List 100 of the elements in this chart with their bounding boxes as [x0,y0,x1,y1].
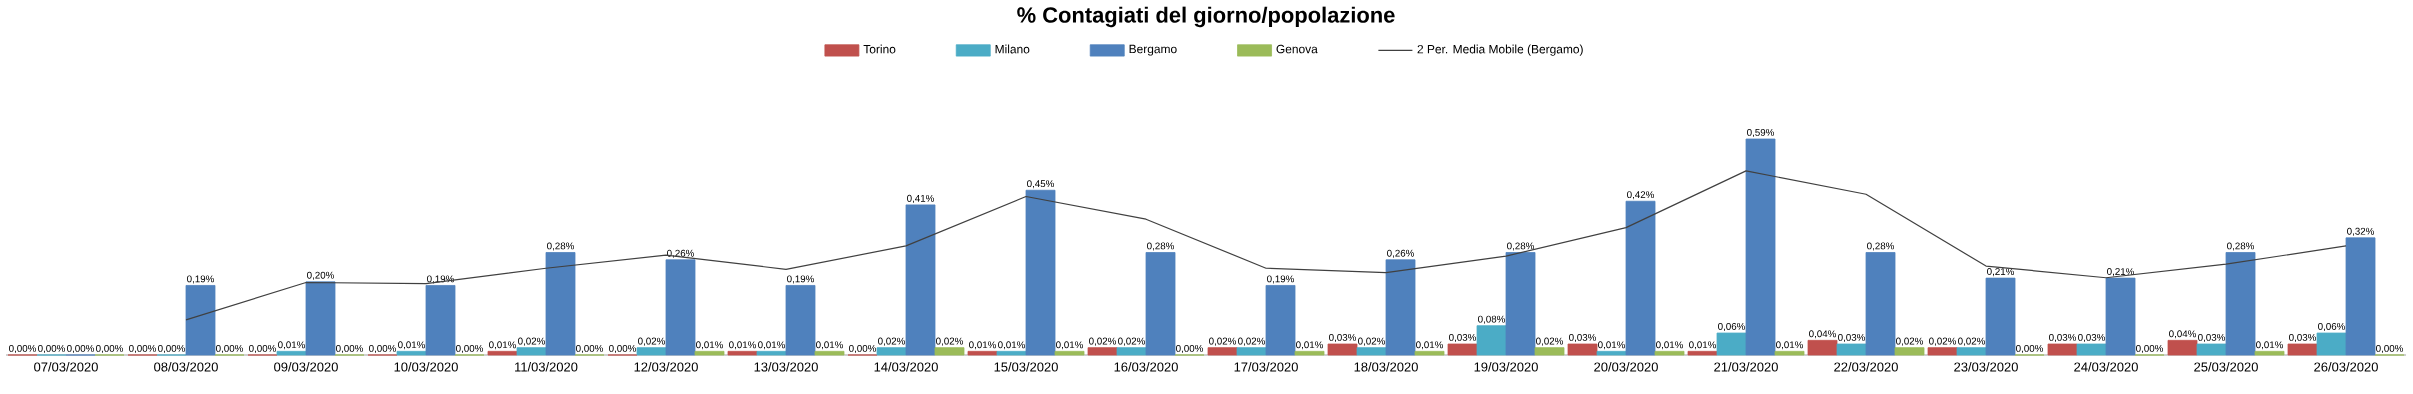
bar [785,285,816,356]
data-label: 0,01% [1776,341,1803,350]
bar [1894,347,1925,356]
data-label: 0,00% [456,344,483,354]
data-label: 0,04% [2169,330,2196,339]
bar [2105,277,2136,356]
x-tick-label: 07/03/2020 [34,362,98,372]
x-tick-label: 11/03/2020 [515,362,578,372]
data-label: 0,28% [1507,242,1534,251]
data-label: 0,28% [1867,242,1894,251]
bar [2167,339,2198,356]
data-label: 0,02% [1209,337,1236,346]
bar [1116,347,1147,356]
data-label: 0,03% [2078,333,2105,343]
bar [1207,347,1238,356]
bar [1596,350,1627,356]
data-label: 0,41% [907,194,934,203]
bar [1476,325,1507,356]
bar [1716,332,1747,356]
bar [1447,343,1478,356]
bar [876,347,907,356]
data-label: 0,19% [1267,275,1294,284]
data-label: 0,01% [969,341,996,350]
data-label: 0,01% [1689,341,1716,350]
x-tick-label: 12/03/2020 [634,362,698,372]
data-label: 0,28% [1147,242,1174,251]
data-label: 0,02% [518,337,545,346]
data-label: 0,00% [129,344,156,354]
data-label: 0,02% [1896,337,1923,346]
bar [905,204,936,356]
data-label: 0,01% [1296,341,1323,350]
bar [1505,252,1536,356]
bar [425,285,456,356]
x-tick-label: 10/03/2020 [394,362,458,372]
data-label: 0,01% [816,341,843,350]
data-label: 0,04% [1809,330,1836,339]
data-label: 0,01% [729,341,756,350]
data-label: 0,02% [1358,337,1385,346]
bar [1145,252,1176,356]
data-label: 0,03% [1569,333,1596,343]
data-label: 0,00% [609,344,636,354]
data-label: 0,03% [1838,333,1865,343]
bar [636,347,667,356]
x-tick-label: 13/03/2020 [754,362,818,372]
data-label: 0,03% [2289,333,2316,343]
x-tick-label: 20/03/2020 [1594,362,1658,372]
data-label: 0,02% [638,337,665,346]
x-tick-label: 19/03/2020 [1474,362,1538,372]
bar [1414,350,1445,356]
bar [2076,343,2107,356]
bar [487,350,518,356]
legend-label: Bergamo [1129,44,1177,56]
data-label: 0,06% [2318,322,2345,332]
bar [665,259,696,356]
x-tick-label: 22/03/2020 [1834,362,1898,372]
bar [1265,285,1296,356]
legend-label: Genova [1276,44,1318,54]
legend-label: 2 Per. Media Mobile (Bergamo) [1417,44,1583,56]
data-label: 0,00% [2016,344,2043,354]
bar [967,350,998,356]
bar [1774,350,1805,356]
x-tick-label: 18/03/2020 [1354,362,1418,372]
data-label: 0,01% [1598,341,1625,350]
bar [2287,343,2318,356]
data-label: 0,01% [489,341,516,350]
data-label: 0,02% [1089,337,1116,346]
bar [2316,332,2347,356]
bar [1025,189,1056,356]
bar [1327,343,1358,356]
data-label: 0,00% [336,344,363,354]
data-label: 0,02% [1958,337,1985,346]
bar [756,350,787,356]
bar [516,347,547,356]
data-label: 0,20% [307,271,334,280]
bar [2047,343,2078,356]
data-label: 0,00% [38,344,65,354]
bar [2345,237,2376,356]
data-label: 0,03% [2049,333,2076,343]
data-label: 0,45% [1027,180,1054,189]
data-label: 0,00% [67,344,94,354]
bar [2196,343,2227,356]
data-label: 0,01% [1056,341,1083,350]
x-tick-label: 24/03/2020 [2074,362,2138,372]
data-label: 0,02% [1118,337,1145,346]
bar [396,350,427,356]
data-label: 0,02% [878,337,905,346]
data-label: 0,03% [1449,333,1476,343]
data-label: 0,59% [1747,128,1774,138]
data-label: 0,02% [936,337,963,346]
bar [276,350,307,356]
bar [727,350,758,356]
data-label: 0,00% [96,344,123,354]
data-label: 0,19% [187,275,214,284]
data-label: 0,00% [216,344,243,354]
bar [1534,347,1565,356]
bar [934,347,965,356]
bar [1356,347,1387,356]
data-label: 0,00% [158,344,185,354]
data-label: 0,00% [1176,344,1203,354]
bar [1385,259,1416,356]
